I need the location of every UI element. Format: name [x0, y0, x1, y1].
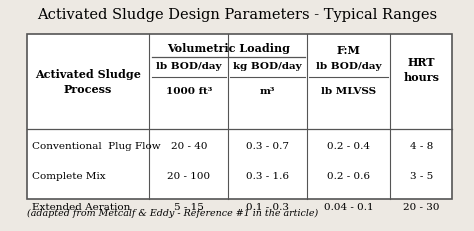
Text: 4 - 8: 4 - 8 [410, 141, 433, 150]
Text: 3 - 5: 3 - 5 [410, 171, 433, 180]
Text: 20 - 100: 20 - 100 [167, 171, 210, 180]
Text: HRT
hours: HRT hours [403, 57, 439, 83]
Text: m³: m³ [260, 87, 275, 96]
Text: 0.04 - 0.1: 0.04 - 0.1 [324, 202, 374, 211]
Text: kg BOD/day: kg BOD/day [233, 62, 302, 71]
Text: 0.2 - 0.6: 0.2 - 0.6 [328, 171, 370, 180]
Text: 0.3 - 0.7: 0.3 - 0.7 [246, 141, 289, 150]
Text: 0.3 - 1.6: 0.3 - 1.6 [246, 171, 289, 180]
Text: 1000 ft³: 1000 ft³ [165, 87, 212, 96]
Text: 0.2 - 0.4: 0.2 - 0.4 [328, 141, 370, 150]
Text: lb BOD/day: lb BOD/day [156, 62, 221, 71]
Text: Volumetric Loading: Volumetric Loading [167, 43, 290, 54]
Text: 20 - 40: 20 - 40 [171, 141, 207, 150]
Text: (adapted from Metcalf & Eddy - Reference #1 in the article): (adapted from Metcalf & Eddy - Reference… [27, 208, 318, 217]
Text: Activated Sludge
Process: Activated Sludge Process [35, 69, 141, 94]
Text: lb BOD/day: lb BOD/day [316, 62, 382, 71]
Text: F:M: F:M [337, 45, 361, 56]
Text: 20 - 30: 20 - 30 [403, 202, 439, 211]
Text: lb MLVSS: lb MLVSS [321, 87, 376, 96]
Text: Complete Mix: Complete Mix [32, 171, 105, 180]
Text: Conventional  Plug Flow: Conventional Plug Flow [32, 141, 160, 150]
FancyBboxPatch shape [27, 34, 452, 199]
Text: 0.1 - 0.3: 0.1 - 0.3 [246, 202, 289, 211]
Text: Activated Sludge Design Parameters - Typical Ranges: Activated Sludge Design Parameters - Typ… [37, 8, 437, 22]
Text: 5 - 15: 5 - 15 [174, 202, 204, 211]
Text: Extended Aeration: Extended Aeration [32, 202, 130, 211]
